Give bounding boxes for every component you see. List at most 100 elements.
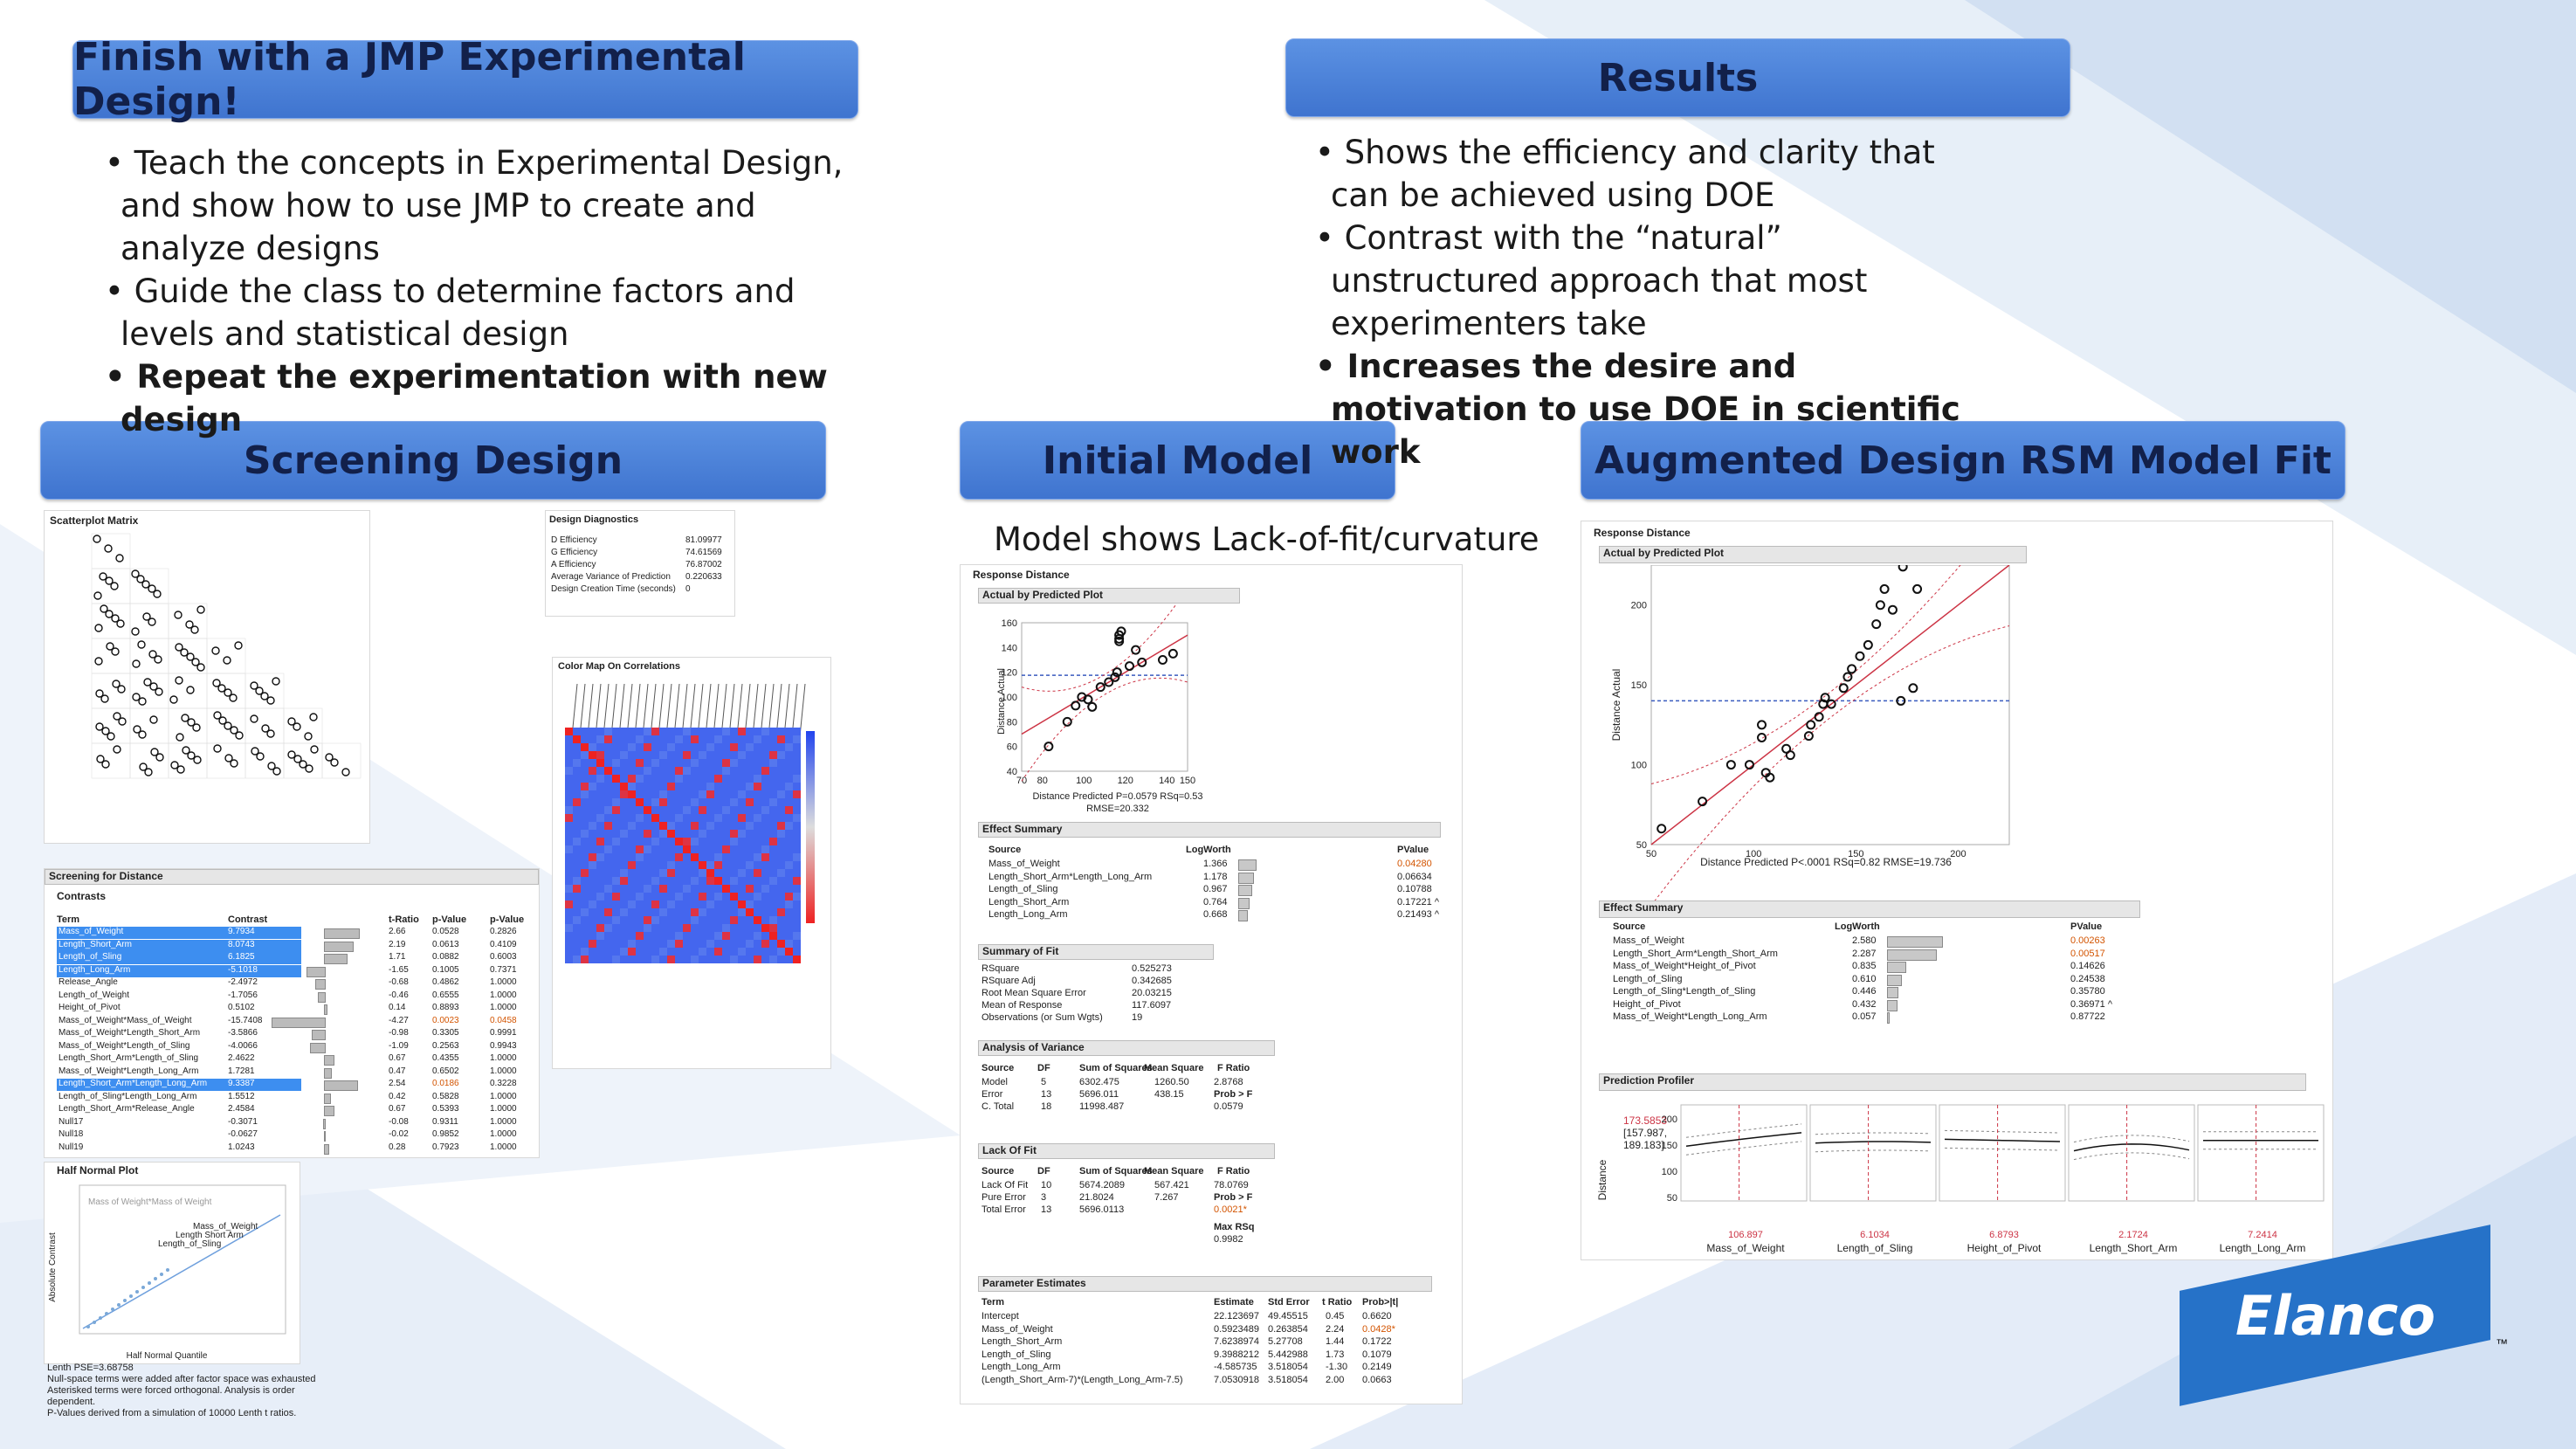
colormap-cell: [651, 877, 659, 885]
panel-title: Screening for Distance: [45, 869, 539, 885]
results-header: Results: [1285, 38, 2070, 117]
colormap-cell: [589, 767, 596, 775]
matrix-point: [191, 658, 200, 666]
colormap-cell: [761, 759, 769, 767]
colormap-cell: [722, 908, 730, 916]
contrast-value: -5.1018: [228, 964, 258, 975]
matrix-point: [96, 755, 105, 763]
colormap-cell: [714, 735, 722, 743]
colormap-cell: [604, 751, 612, 759]
contrast-value: 1.5512: [228, 1091, 255, 1101]
data-point: [1757, 720, 1767, 730]
colormap-cell: [596, 885, 604, 893]
colormap-cell: [620, 845, 628, 853]
matrix-point: [251, 747, 259, 756]
colormap-cell: [699, 956, 706, 963]
profiler-ci-lower: [1685, 1141, 1802, 1156]
colormap-cell: [565, 845, 573, 853]
colormap-cell: [604, 806, 612, 814]
matrix-point: [187, 718, 196, 727]
colormap-cell: [644, 893, 651, 900]
profiler-ytick: 50: [1667, 1193, 1677, 1204]
x-label: Distance Predicted P<.0001 RSq=0.82 RMSE…: [1700, 856, 1952, 868]
colormap-cell: [604, 822, 612, 830]
colormap-cell: [675, 759, 683, 767]
colormap-cell: [699, 822, 706, 830]
colormap-cell: [565, 814, 573, 822]
colormap-cell: [581, 798, 589, 806]
contrast-term: Null19: [59, 1142, 84, 1152]
colormap-cell: [683, 798, 691, 806]
effect-source: Height_of_Pivot: [1613, 998, 1681, 1010]
colormap-cell: [754, 798, 761, 806]
colormap-cell: [730, 790, 738, 798]
colormap-cell: [651, 924, 659, 932]
matrix-cell: [91, 707, 131, 744]
colormap-cell: [581, 735, 589, 743]
colormap-cell: [581, 743, 589, 751]
colormap-cell: [793, 735, 801, 743]
colormap-cell: [706, 838, 714, 845]
colormap-cell: [706, 861, 714, 869]
summary-of-fit-title: Summary of Fit: [978, 944, 1214, 960]
colormap-cell: [581, 924, 589, 932]
profiler-factor: Mass_of_Weight: [1706, 1242, 1785, 1254]
colormap-cell: [714, 845, 722, 853]
colormap-cell: [722, 948, 730, 956]
colormap-cell: [793, 908, 801, 916]
finish-bullets: Teach the concepts in Experimental Desig…: [96, 141, 847, 441]
colormap-cell: [777, 932, 785, 940]
colormap-cell: [596, 861, 604, 869]
colormap-cell: [628, 940, 636, 948]
contrast-value: -0.3071: [228, 1116, 258, 1127]
colormap-cell: [730, 822, 738, 830]
colormap-cell: [761, 885, 769, 893]
colormap-cell: [636, 932, 644, 940]
colormap-cell: [636, 948, 644, 956]
y-tick: 60: [1007, 742, 1017, 753]
effect-source: Length_of_Sling: [988, 884, 1058, 894]
colormap-cell: [738, 798, 746, 806]
matrix-point: [111, 647, 120, 656]
diag-label: D Efficiency: [551, 535, 597, 545]
colormap-cell: [651, 861, 659, 869]
data-point: [1847, 664, 1857, 674]
colormap-cell: [667, 893, 675, 900]
colormap-cell: [628, 845, 636, 853]
matrix-point: [105, 576, 114, 585]
colormap-cell: [683, 830, 691, 838]
colormap-cell: [691, 908, 699, 916]
augmented-model-panel: Response Distance Actual by Predicted Pl…: [1581, 521, 2333, 1260]
bullet: Shows the efficiency and clarity that ca…: [1306, 131, 1987, 217]
colormap-cell: [738, 783, 746, 790]
data-point: [1785, 750, 1795, 761]
colormap-cell: [730, 767, 738, 775]
matrix-point: [110, 582, 119, 590]
bullet: Teach the concepts in Experimental Desig…: [96, 141, 847, 270]
fit-line: [1650, 565, 2010, 845]
matrix-point: [230, 726, 238, 735]
matrix-point: [169, 695, 178, 704]
colormap-cell: [675, 814, 683, 822]
colormap-cell: [596, 735, 604, 743]
anova-ms: 567.421: [1154, 1180, 1189, 1190]
colormap-cell: [754, 822, 761, 830]
colormap-cell: [714, 924, 722, 932]
colormap-cell: [644, 790, 651, 798]
colormap-cell: [738, 948, 746, 956]
matrix-point: [93, 591, 102, 600]
colormap-cell: [714, 814, 722, 822]
matrix-point: [255, 687, 264, 695]
colormap-cell: [746, 853, 754, 861]
colormap-cell: [706, 956, 714, 963]
colormap-cell: [722, 861, 730, 869]
matrix-point: [196, 663, 205, 672]
colormap-cell: [691, 735, 699, 743]
matrix-point: [142, 612, 151, 621]
contrast-value: -0.0627: [228, 1129, 258, 1139]
matrix-point: [261, 724, 270, 733]
bullet: Increases the desire and motivation to u…: [1306, 345, 1987, 473]
matrix-point: [139, 762, 148, 771]
colormap-cell: [761, 845, 769, 853]
profiler-curve: [1815, 1141, 1932, 1144]
